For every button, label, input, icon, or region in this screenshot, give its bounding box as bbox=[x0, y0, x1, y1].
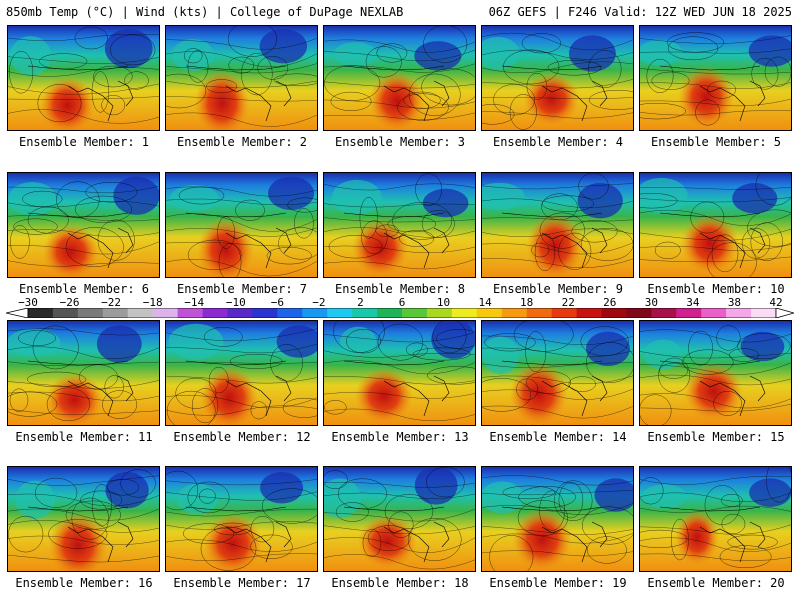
colorbar-tick-label: 34 bbox=[686, 296, 700, 309]
ensemble-member-map bbox=[7, 172, 160, 278]
temperature-colorbar: −30 −26 −22 −18 −14 −10 −6 −2 2 6 10 14 18 22 26 30 34 38… bbox=[6, 296, 794, 318]
colorbar-swatch bbox=[102, 308, 129, 318]
ensemble-member-label: Ensemble Member: 3 bbox=[334, 135, 466, 149]
ensemble-member-map bbox=[165, 172, 318, 278]
ensemble-member-label: Ensemble Member: 15 bbox=[647, 430, 785, 444]
colorbar-swatch bbox=[501, 308, 527, 318]
colorbar-scale bbox=[6, 308, 794, 318]
ensemble-member-label: Ensemble Member: 19 bbox=[489, 576, 627, 590]
ensemble-member-map bbox=[7, 320, 160, 426]
colorbar-swatch bbox=[476, 308, 503, 318]
colorbar-swatch bbox=[177, 308, 203, 318]
colorbar-tick-label: −30 bbox=[18, 296, 38, 309]
colorbar-swatch bbox=[28, 308, 54, 318]
ensemble-member-map bbox=[481, 25, 634, 131]
colorbar-swatch bbox=[202, 308, 228, 318]
run-valid-time: 06Z GEFS | F246 Valid: 12Z WED JUN 18 20… bbox=[488, 5, 792, 19]
ensemble-member-label: Ensemble Member: 5 bbox=[650, 135, 782, 149]
ensemble-member-map bbox=[481, 320, 634, 426]
colorbar-tick-label: 42 bbox=[769, 296, 783, 309]
colorbar-swatch bbox=[327, 308, 353, 318]
ensemble-member-map bbox=[323, 466, 476, 572]
colorbar-tick-label: −2 bbox=[312, 296, 326, 309]
colorbar-swatch bbox=[352, 308, 378, 318]
ensemble-member-map bbox=[323, 25, 476, 131]
ensemble-member-map bbox=[639, 320, 792, 426]
page-header: 850mb Temp (°C) | Wind (kts) | College o… bbox=[0, 0, 800, 22]
ensemble-member-map bbox=[639, 25, 792, 131]
ensemble-member-label: Ensemble Member: 7 bbox=[176, 282, 308, 296]
colorbar-tick-label: 18 bbox=[520, 296, 534, 309]
colorbar-swatch bbox=[601, 308, 627, 318]
colorbar-swatch bbox=[77, 308, 104, 318]
ensemble-member-label: Ensemble Member: 14 bbox=[489, 430, 627, 444]
colorbar-tick-label: 22 bbox=[561, 296, 575, 309]
ensemble-member-map bbox=[165, 466, 318, 572]
colorbar-tick-label: −18 bbox=[142, 296, 163, 309]
ensemble-member-map bbox=[481, 466, 634, 572]
colorbar-swatch bbox=[451, 308, 478, 318]
colorbar-swatch bbox=[52, 308, 79, 318]
ensemble-member-label: Ensemble Member: 20 bbox=[647, 576, 785, 590]
ensemble-member-label: Ensemble Member: 10 bbox=[647, 282, 785, 296]
ensemble-member-label: Ensemble Member: 9 bbox=[492, 282, 624, 296]
colorbar-swatch bbox=[751, 308, 777, 318]
colorbar-tick-label: −22 bbox=[101, 296, 122, 309]
ensemble-member-label: Ensemble Member: 18 bbox=[331, 576, 469, 590]
ensemble-member-map bbox=[323, 172, 476, 278]
ensemble-member-label: Ensemble Member: 6 bbox=[18, 282, 150, 296]
ensemble-member-label: Ensemble Member: 2 bbox=[176, 135, 308, 149]
colorbar-swatch bbox=[676, 308, 702, 318]
colorbar-tick-label: 6 bbox=[398, 296, 406, 309]
ensemble-member-label: Ensemble Member: 17 bbox=[173, 576, 311, 590]
ensemble-member-map bbox=[165, 25, 318, 131]
colorbar-swatch bbox=[701, 308, 727, 318]
ensemble-member-label: Ensemble Member: 8 bbox=[334, 282, 466, 296]
colorbar-tick-label: 10 bbox=[436, 296, 451, 309]
colorbar-swatch bbox=[277, 308, 303, 318]
colorbar-swatch bbox=[626, 308, 652, 318]
colorbar-swatch bbox=[651, 308, 677, 318]
colorbar-swatch bbox=[551, 308, 577, 318]
map-title: 850mb Temp (°C) | Wind (kts) | College o… bbox=[6, 5, 404, 19]
ensemble-member-label: Ensemble Member: 11 bbox=[15, 430, 153, 444]
colorbar-tick-label: 2 bbox=[357, 296, 364, 309]
colorbar-swatch bbox=[127, 308, 153, 318]
ensemble-member-map bbox=[639, 466, 792, 572]
colorbar-tick-label: 14 bbox=[478, 296, 492, 309]
ensemble-member-label: Ensemble Member: 1 bbox=[18, 135, 150, 149]
ensemble-member-map bbox=[639, 172, 792, 278]
colorbar-tick-label: 30 bbox=[644, 296, 658, 309]
colorbar-swatch bbox=[526, 308, 552, 318]
colorbar-swatch bbox=[576, 308, 602, 318]
colorbar-swatch bbox=[252, 308, 278, 318]
colorbar-tick-label: −6 bbox=[270, 296, 284, 309]
colorbar-tick-label: −14 bbox=[184, 296, 205, 309]
colorbar-swatch bbox=[377, 308, 403, 318]
colorbar-swatch bbox=[402, 308, 428, 318]
ensemble-member-map bbox=[7, 25, 160, 131]
colorbar-tick-label: 38 bbox=[727, 296, 742, 309]
colorbar-swatch bbox=[152, 308, 178, 318]
colorbar-swatch bbox=[302, 308, 328, 318]
colorbar-tick-label: −26 bbox=[59, 296, 80, 309]
ensemble-member-label: Ensemble Member: 4 bbox=[492, 135, 624, 149]
colorbar-swatch bbox=[726, 308, 752, 318]
ensemble-member-label: Ensemble Member: 13 bbox=[331, 430, 469, 444]
colorbar-tick-label: −10 bbox=[225, 296, 246, 309]
ensemble-member-label: Ensemble Member: 12 bbox=[173, 430, 311, 444]
colorbar-swatch bbox=[426, 308, 453, 318]
ensemble-member-label: Ensemble Member: 16 bbox=[15, 576, 153, 590]
ensemble-member-map bbox=[323, 320, 476, 426]
ensemble-member-map bbox=[7, 466, 160, 572]
colorbar-tick-label: 26 bbox=[603, 296, 617, 309]
colorbar-swatch bbox=[227, 308, 253, 318]
ensemble-member-map bbox=[165, 320, 318, 426]
ensemble-member-map bbox=[481, 172, 634, 278]
